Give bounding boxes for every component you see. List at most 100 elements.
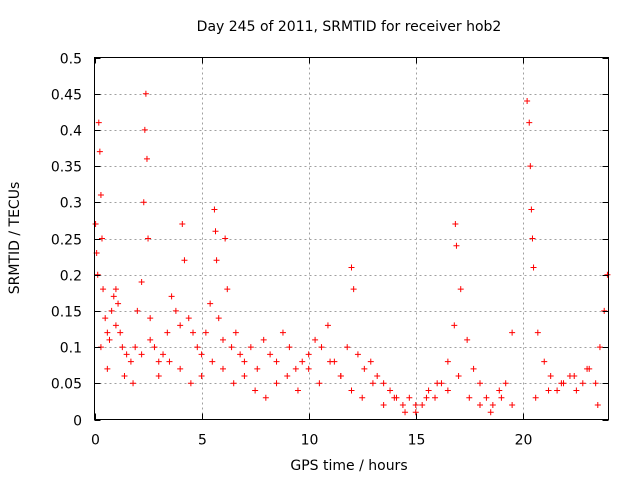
data-point: [273, 380, 280, 387]
data-point: [220, 365, 226, 372]
data-point: [112, 286, 119, 293]
data-point: [318, 344, 325, 351]
data-point: [142, 90, 149, 97]
data-point: [121, 373, 128, 380]
data-point: [402, 409, 409, 416]
x-tick-label: 10: [301, 433, 319, 449]
data-point: [179, 221, 186, 228]
grid: [94, 57, 609, 420]
y-tick-label: 0.4: [60, 124, 82, 140]
data-point: [166, 358, 173, 365]
data-point: [367, 358, 374, 365]
data-point: [579, 380, 586, 387]
data-point: [498, 394, 505, 401]
axis-ticks: [94, 57, 609, 421]
data-point: [558, 380, 565, 387]
data-point: [123, 351, 130, 358]
data-point: [312, 336, 319, 343]
data-point: [502, 380, 509, 387]
data-point: [273, 358, 280, 365]
plot-frame: [94, 57, 609, 420]
data-point: [292, 365, 299, 372]
data-point: [95, 119, 102, 126]
data-point: [541, 358, 548, 365]
data-point: [140, 199, 147, 206]
data-point: [601, 307, 608, 314]
y-tick-label: 0.25: [51, 233, 82, 249]
data-point: [207, 300, 214, 307]
data-point: [412, 409, 419, 416]
y-tick-label: 0: [73, 414, 82, 430]
data-point: [584, 365, 591, 372]
data-point: [117, 329, 124, 336]
data-point: [220, 336, 226, 343]
data-point: [305, 365, 312, 372]
y-tick-label: 0.15: [51, 305, 82, 321]
y-tick-labels: 0 0.05 0.1 0.15 0.2 0.25 0.3 0.35 0.4 0.45 0.5: [51, 52, 82, 430]
data-point: [115, 300, 122, 307]
data-point: [241, 358, 248, 365]
data-point: [380, 402, 387, 409]
data-point: [127, 358, 134, 365]
data-point: [177, 365, 184, 372]
data-point: [94, 271, 101, 278]
data-point: [294, 387, 301, 394]
data-point: [451, 322, 458, 329]
data-point: [237, 351, 244, 358]
data-point: [571, 373, 578, 380]
data-points: [93, 91, 611, 416]
data-point: [286, 344, 293, 351]
data-point: [185, 315, 192, 322]
data-point: [327, 358, 334, 365]
y-tick-label: 0.3: [60, 196, 82, 212]
data-point: [299, 358, 306, 365]
data-point: [530, 264, 537, 271]
data-point: [528, 206, 535, 213]
data-point: [168, 293, 175, 300]
data-point: [198, 373, 205, 380]
data-point: [145, 235, 152, 242]
data-point: [211, 206, 218, 213]
data-point: [432, 394, 439, 401]
y-tick-label: 0.35: [51, 160, 82, 176]
data-point: [138, 278, 145, 285]
data-point: [369, 380, 376, 387]
data-point: [425, 387, 432, 394]
data-point: [547, 373, 554, 380]
data-point: [316, 380, 323, 387]
x-tick-label: 5: [198, 433, 207, 449]
data-point: [337, 373, 344, 380]
data-point: [509, 329, 516, 336]
data-point: [141, 126, 148, 133]
data-point: [106, 336, 113, 343]
data-point: [147, 336, 154, 343]
y-axis-label: SRMTID / TECUs: [7, 182, 23, 295]
data-point: [423, 394, 430, 401]
data-point: [104, 329, 111, 336]
data-point: [457, 286, 464, 293]
data-point: [108, 307, 115, 314]
data-point: [230, 380, 237, 387]
data-point: [151, 344, 158, 351]
data-point: [104, 365, 111, 372]
data-point: [252, 387, 259, 394]
data-point: [453, 242, 460, 249]
data-point: [102, 315, 109, 322]
data-point: [604, 271, 611, 278]
x-axis-label: GPS time / hours: [290, 458, 407, 474]
data-point: [177, 322, 184, 329]
data-point: [224, 286, 231, 293]
data-point: [279, 329, 286, 336]
data-point: [387, 387, 394, 394]
data-point: [194, 344, 201, 351]
data-point: [380, 380, 387, 387]
data-point: [164, 329, 171, 336]
data-point: [489, 402, 496, 409]
y-tick-label: 0.05: [51, 377, 82, 393]
data-point: [119, 344, 126, 351]
y-tick-label: 0.5: [60, 52, 82, 68]
data-point: [172, 307, 179, 314]
data-point: [147, 315, 154, 322]
data-point: [496, 387, 503, 394]
data-point: [361, 365, 368, 372]
